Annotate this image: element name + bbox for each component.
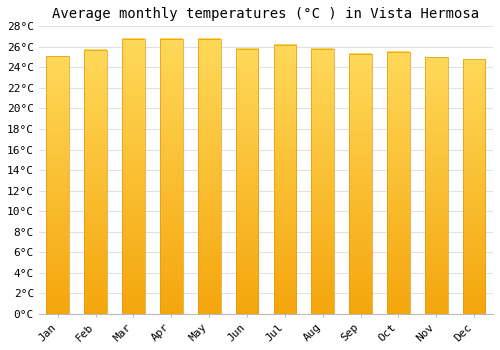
Bar	[274, 45, 296, 314]
Bar	[312, 49, 334, 314]
Bar	[463, 59, 485, 314]
Bar	[387, 52, 410, 314]
Bar	[349, 54, 372, 314]
Bar	[160, 38, 182, 314]
Title: Average monthly temperatures (°C ) in Vista Hermosa: Average monthly temperatures (°C ) in Vi…	[52, 7, 480, 21]
Bar	[122, 38, 145, 314]
Bar	[236, 49, 258, 314]
Bar	[46, 56, 69, 314]
Bar	[84, 50, 107, 314]
Bar	[198, 38, 220, 314]
Bar	[425, 57, 448, 314]
